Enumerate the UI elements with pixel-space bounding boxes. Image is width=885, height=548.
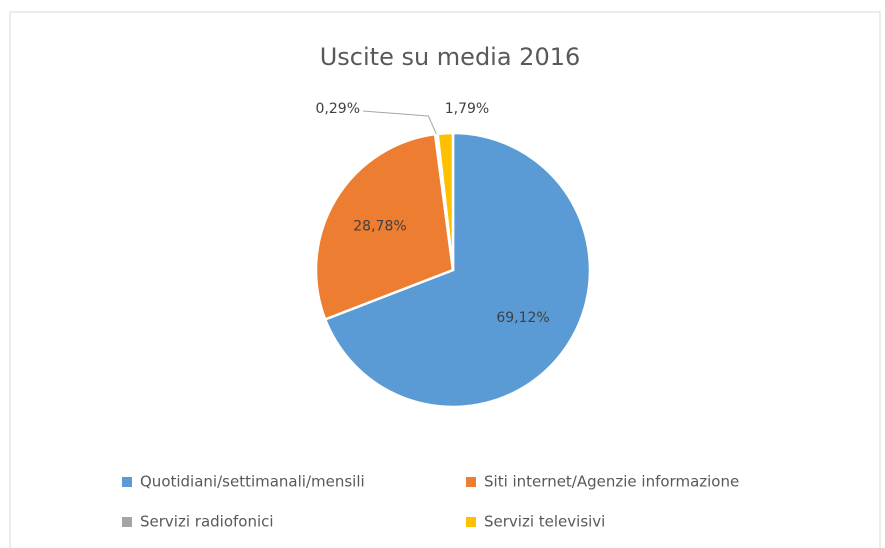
legend-swatch bbox=[122, 517, 132, 527]
legend-label: Servizi radiofonici bbox=[140, 513, 274, 531]
legend-label: Servizi televisivi bbox=[484, 513, 605, 531]
pie-slice bbox=[323, 131, 592, 409]
data-label: 1,79% bbox=[445, 101, 489, 117]
data-label: 69,12% bbox=[496, 310, 549, 326]
data-label: 28,78% bbox=[353, 219, 406, 235]
chart-title: Uscite su media 2016 bbox=[320, 43, 581, 71]
legend-label: Quotidiani/settimanali/mensili bbox=[140, 473, 365, 491]
pie-slice bbox=[436, 131, 455, 271]
legend-swatch bbox=[122, 477, 132, 487]
legend-label: Siti internet/Agenzie informazione bbox=[484, 473, 739, 491]
leader-line bbox=[362, 110, 437, 135]
legend-swatch bbox=[466, 517, 476, 527]
data-label: 0,29% bbox=[316, 101, 360, 117]
pie-slice bbox=[314, 132, 455, 321]
legend-swatch bbox=[466, 477, 476, 487]
